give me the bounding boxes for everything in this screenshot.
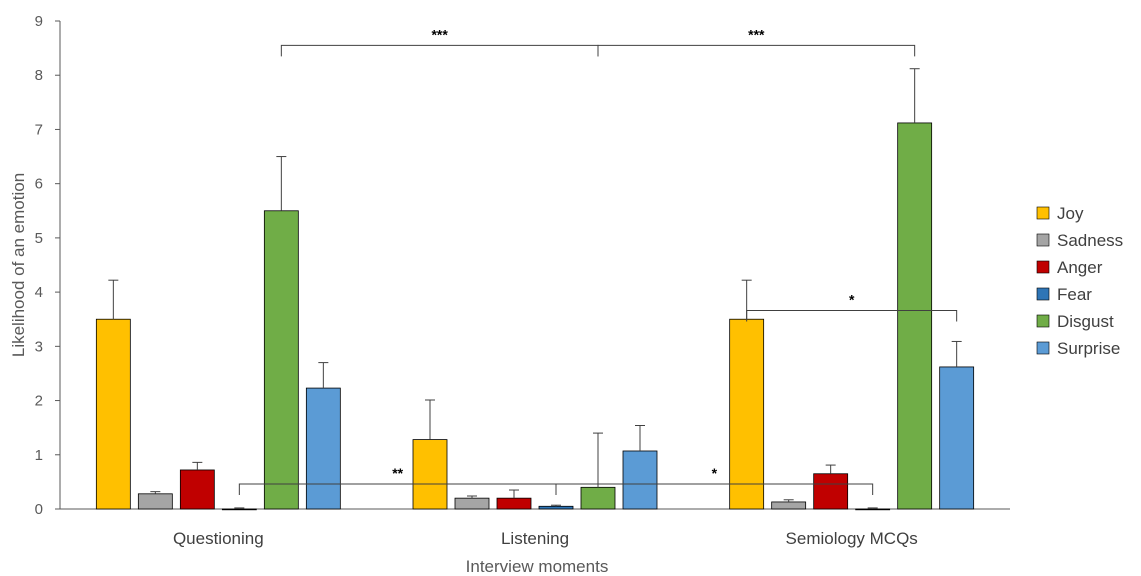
significance-label: *** <box>431 26 448 42</box>
bar-surprise-1 <box>622 450 658 510</box>
y-tick-label: 7 <box>35 121 43 138</box>
significance-bracket <box>597 44 916 57</box>
x-category-label: Semiology MCQs <box>786 529 918 548</box>
legend-swatch-anger <box>1036 260 1050 274</box>
legend-label-fear: Fear <box>1057 285 1092 304</box>
bars <box>95 68 975 511</box>
bar-anger-2 <box>813 473 849 510</box>
bar-fear-1 <box>538 505 574 510</box>
bar-sadness-0 <box>137 493 173 510</box>
y-tick-label: 3 <box>35 338 43 355</box>
x-category-label: Questioning <box>173 529 264 548</box>
bar-disgust-0 <box>263 210 299 510</box>
legend-label-surprise: Surprise <box>1057 339 1120 358</box>
bar-disgust-1 <box>580 486 616 510</box>
bar-surprise-0 <box>305 387 341 510</box>
bar-joy-2 <box>729 318 765 510</box>
legend-label-joy: Joy <box>1057 204 1084 223</box>
significance-bracket <box>746 310 958 322</box>
y-tick-label: 6 <box>35 176 43 193</box>
y-tick-label: 0 <box>35 501 43 518</box>
y-axis-title: Likelihood of an emotion <box>9 173 28 357</box>
legend-swatch-disgust <box>1036 314 1050 328</box>
bar-joy-0 <box>95 318 131 510</box>
significance-annotations: *** ****** * <box>238 26 958 496</box>
y-tick-label: 2 <box>35 393 43 410</box>
bar-fear-2 <box>855 508 891 511</box>
significance-label: * <box>849 292 855 308</box>
y-axis-ticks: 0 1 2 3 4 5 6 7 8 9 <box>35 13 1010 518</box>
bar-disgust-2 <box>897 122 933 510</box>
x-axis-title: Interview moments <box>466 557 609 576</box>
legend-swatch-sadness <box>1036 233 1050 247</box>
x-axis-categories: Questioning Listening Semiology MCQs <box>173 529 918 548</box>
legend-label-anger: Anger <box>1057 258 1103 277</box>
legend-swatch-fear <box>1036 287 1050 301</box>
y-tick-label: 4 <box>35 284 43 301</box>
bar-anger-1 <box>496 497 532 510</box>
significance-label: ** <box>392 465 403 481</box>
significance-label: * <box>712 465 718 481</box>
bar-anger-0 <box>179 469 215 510</box>
y-tick-label: 5 <box>35 230 43 247</box>
bar-sadness-2 <box>771 501 807 510</box>
legend: Joy Sadness Anger Fear Disgust Surprise <box>1036 204 1123 358</box>
legend-label-sadness: Sadness <box>1057 231 1123 250</box>
y-tick-label: 1 <box>35 447 43 464</box>
bar-fear-0 <box>221 508 257 511</box>
legend-swatch-surprise <box>1036 341 1050 355</box>
legend-swatch-joy <box>1036 206 1050 220</box>
bar-joy-1 <box>412 439 448 510</box>
significance-label: *** <box>748 26 765 42</box>
significance-bracket <box>555 483 874 496</box>
x-category-label: Listening <box>501 529 569 548</box>
legend-label-disgust: Disgust <box>1057 312 1114 331</box>
significance-bracket <box>280 44 599 57</box>
y-tick-label: 9 <box>35 13 43 30</box>
y-tick-label: 8 <box>35 67 43 84</box>
bar-sadness-1 <box>454 497 490 510</box>
bar-surprise-2 <box>939 366 975 510</box>
